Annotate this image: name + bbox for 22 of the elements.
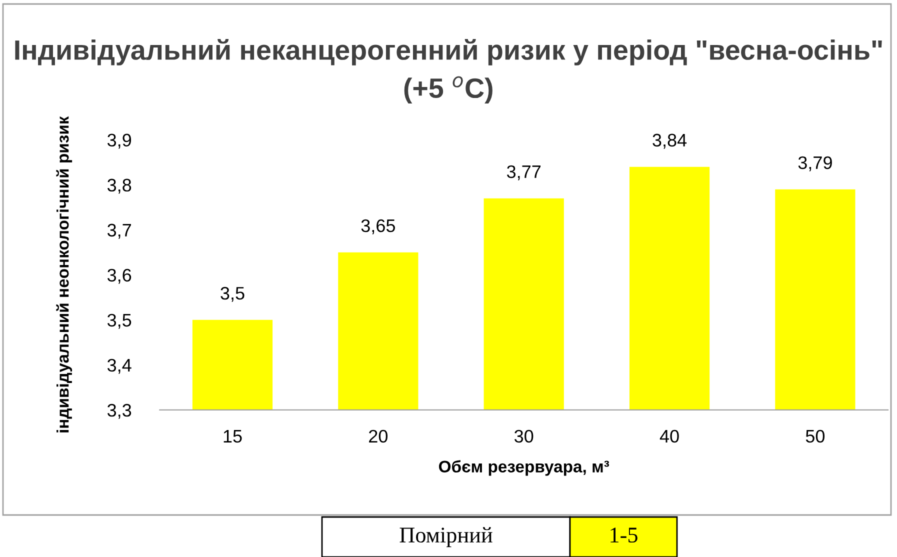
y-tick-label: 3,5: [107, 314, 132, 329]
y-tick-label: 3,3: [107, 404, 132, 419]
y-tick-label: 3,6: [107, 268, 132, 284]
y-tick-label: 3,8: [107, 178, 132, 194]
data-label: 3,84: [652, 134, 687, 149]
y-axis-title: індивідуальний неонкологічний ризик: [56, 116, 72, 432]
x-tick-label: 15: [224, 430, 242, 443]
text: Помірний: [400, 527, 492, 548]
data-label: 3,79: [798, 156, 832, 172]
y-tick-label: 3,4: [107, 358, 132, 374]
data-label: 3,5: [220, 286, 244, 302]
y-tick-label: 3,7: [107, 224, 131, 239]
text: 1-5: [610, 528, 638, 543]
x-tick-label: 40: [660, 430, 679, 443]
data-label: 3,65: [361, 219, 395, 234]
chart-title: Індивідуальний неканцерогенний ризик у період "весна-осінь" (+5 $^{o}$С): [15, 38, 882, 104]
data-label: 3,77: [506, 165, 541, 180]
x-tick-label: 50: [806, 430, 825, 443]
x-tick-label: 30: [514, 430, 534, 443]
y-tick-label: 3,9: [107, 134, 132, 149]
x-axis-title: Обєм резервуара, м³: [438, 460, 610, 476]
x-tick-label: 20: [369, 430, 388, 443]
